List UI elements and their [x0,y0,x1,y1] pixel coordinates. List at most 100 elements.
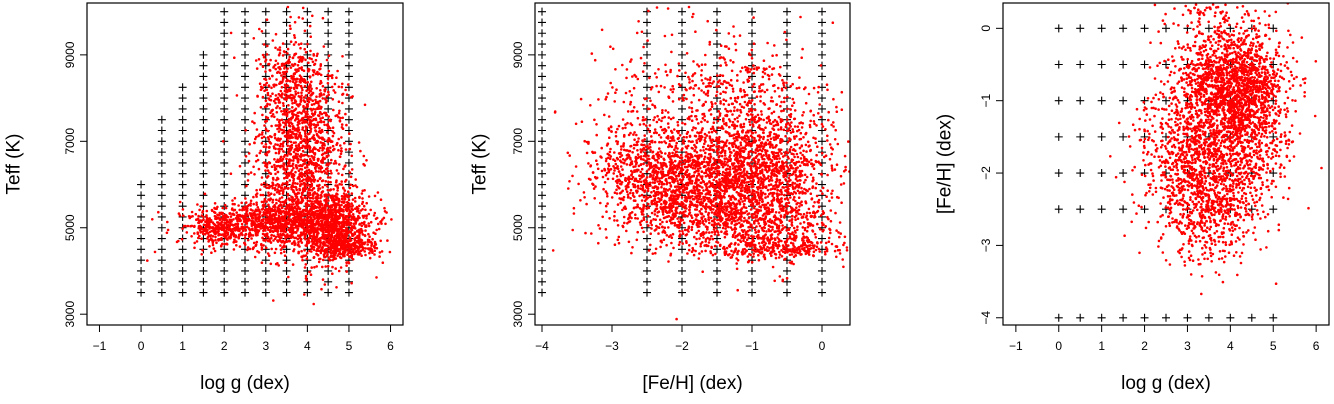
star-point [341,55,344,58]
star-point [364,253,367,257]
star-point [262,229,265,233]
star-point [272,299,275,302]
star-point [300,118,304,122]
star-point [330,216,333,219]
star-point [336,189,339,192]
star-point [293,213,296,217]
star-point [355,250,358,254]
grid-point-marker [137,277,146,286]
star-point [224,206,228,210]
star-point [365,217,368,220]
star-point [604,228,608,231]
grid-point-marker [220,83,229,92]
star-point [303,196,307,199]
star-point [304,140,308,143]
star-point [290,235,294,239]
star-point [315,196,318,199]
star-point [351,198,355,201]
star-point [290,96,294,100]
star-point [370,241,373,245]
star-point [361,197,364,200]
grid-point-marker [178,212,187,221]
star-point [261,95,265,99]
star-point [309,49,312,53]
star-point [329,176,332,179]
grid-point-marker [241,61,249,70]
star-point [378,255,381,258]
star-point [310,250,313,253]
star-point [294,152,298,156]
grid-point-marker [783,50,791,59]
star-point [325,58,329,62]
star-point [305,113,309,116]
star-point [201,211,204,214]
star-point [206,237,209,240]
grid-point-marker [157,191,166,200]
star-point [368,251,371,255]
star-point [278,239,282,242]
star-point [330,246,333,250]
star-point [246,238,250,242]
grid-point-marker [199,115,208,124]
star-point [299,231,303,234]
star-point [178,200,182,204]
star-point [273,251,277,255]
grid-point-marker [713,245,721,254]
star-point [313,156,316,159]
star-point [277,264,281,267]
star-point [338,109,341,113]
star-point [263,89,266,93]
star-point [267,191,270,194]
star-point [296,182,299,185]
star-point [367,224,371,228]
star-point [278,192,281,195]
star-point [230,223,234,226]
grid-point-marker [178,245,187,254]
star-point [356,229,359,233]
grid-point-marker [643,223,651,232]
star-point [276,176,279,180]
star-point [373,253,376,256]
star-point [302,106,305,109]
star-point [291,102,294,105]
star-point [312,123,316,126]
star-point [302,99,306,102]
star-point [323,244,327,247]
star-point [311,197,315,200]
star-point [307,210,311,214]
star-point [256,158,260,162]
star-point [257,58,261,61]
star-point [314,167,317,170]
star-point [287,217,290,220]
star-point [262,203,265,207]
star-point [320,153,324,157]
star-point [296,84,300,87]
star-point [337,172,340,175]
star-point [286,47,290,51]
star-point [360,221,364,225]
star-point [245,184,248,188]
star-point [326,221,330,225]
star-point [306,225,309,229]
star-point [322,93,326,96]
star-point [316,114,320,117]
star-point [315,238,319,242]
star-point [309,273,313,277]
star-point [268,185,272,188]
star-point [278,190,281,193]
star-point [309,226,313,229]
star-point [188,216,192,220]
star-point [302,69,306,73]
star-point [723,192,726,195]
star-point [339,209,343,213]
star-point [715,145,718,148]
star-point [293,95,296,99]
star-point [349,142,352,146]
star-point [280,215,283,219]
star-point [293,72,297,75]
star-point [302,223,305,226]
star-point [292,43,296,46]
star-point [621,208,624,212]
star-point [320,170,324,174]
star-point [293,99,297,102]
